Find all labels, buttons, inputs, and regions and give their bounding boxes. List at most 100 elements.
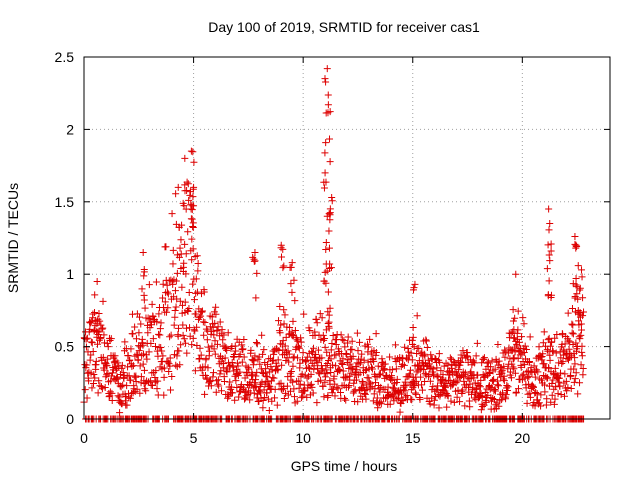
data-point bbox=[173, 251, 181, 259]
data-point bbox=[208, 313, 216, 321]
data-point bbox=[209, 323, 217, 331]
data-point bbox=[535, 343, 543, 351]
data-point bbox=[433, 364, 441, 372]
data-point bbox=[295, 377, 303, 385]
data-point bbox=[342, 396, 350, 404]
data-point bbox=[320, 184, 328, 192]
data-point bbox=[83, 394, 91, 402]
data-point bbox=[576, 335, 584, 343]
data-point bbox=[273, 362, 281, 370]
data-point bbox=[579, 294, 587, 302]
data-point bbox=[90, 371, 98, 379]
data-point bbox=[189, 185, 197, 193]
data-point bbox=[163, 281, 171, 289]
data-point bbox=[118, 361, 126, 369]
data-point bbox=[268, 357, 276, 365]
data-point bbox=[189, 334, 197, 342]
data-point bbox=[477, 406, 485, 414]
data-point bbox=[569, 280, 577, 288]
data-point bbox=[204, 343, 212, 351]
data-point bbox=[148, 321, 156, 329]
data-point bbox=[256, 389, 264, 397]
data-point bbox=[504, 383, 512, 391]
data-point bbox=[95, 377, 103, 385]
data-point bbox=[100, 331, 108, 339]
data-point bbox=[92, 357, 100, 365]
data-point bbox=[325, 311, 333, 319]
data-point bbox=[520, 320, 528, 328]
data-point bbox=[233, 359, 241, 367]
data-point bbox=[279, 245, 287, 253]
data-point bbox=[175, 347, 183, 355]
data-point bbox=[344, 339, 352, 347]
data-point bbox=[430, 396, 438, 404]
data-point bbox=[147, 339, 155, 347]
data-point bbox=[93, 333, 101, 341]
data-point bbox=[274, 366, 282, 374]
y-tick-labels: 0 0.5 1 1.5 2 2.5 bbox=[55, 49, 75, 427]
data-point bbox=[296, 380, 304, 388]
data-point bbox=[388, 366, 396, 374]
data-point bbox=[577, 320, 585, 328]
data-point bbox=[242, 392, 250, 400]
data-point bbox=[535, 399, 543, 407]
data-point bbox=[169, 246, 177, 254]
data-point bbox=[435, 350, 443, 358]
data-point bbox=[236, 368, 244, 376]
data-point bbox=[313, 319, 321, 327]
data-point bbox=[313, 399, 321, 407]
data-point bbox=[182, 324, 190, 332]
data-point bbox=[324, 392, 332, 400]
data-point bbox=[362, 366, 370, 374]
data-point bbox=[579, 312, 587, 320]
data-point bbox=[149, 335, 157, 343]
data-point bbox=[276, 302, 284, 310]
data-point bbox=[132, 377, 140, 385]
data-point bbox=[577, 361, 585, 369]
data-point bbox=[420, 350, 428, 358]
data-point bbox=[198, 307, 206, 315]
data-point bbox=[362, 381, 370, 389]
data-point bbox=[546, 257, 554, 265]
data-point bbox=[329, 332, 337, 340]
data-point bbox=[564, 384, 572, 392]
data-point bbox=[526, 358, 534, 366]
data-point bbox=[190, 158, 198, 166]
data-point bbox=[563, 387, 571, 395]
data-point bbox=[431, 387, 439, 395]
data-point bbox=[577, 326, 585, 334]
data-point bbox=[540, 328, 548, 336]
data-point bbox=[125, 394, 133, 402]
data-point bbox=[234, 372, 242, 380]
data-point bbox=[326, 158, 334, 166]
data-point bbox=[226, 378, 234, 386]
data-point bbox=[422, 336, 430, 344]
data-point bbox=[339, 355, 347, 363]
data-point bbox=[127, 376, 135, 384]
data-point bbox=[372, 330, 380, 338]
data-point bbox=[161, 298, 169, 306]
data-point bbox=[500, 377, 508, 385]
data-point bbox=[501, 346, 509, 354]
data-point bbox=[541, 388, 549, 396]
data-point bbox=[398, 390, 406, 398]
data-point bbox=[99, 324, 107, 332]
data-point bbox=[379, 366, 387, 374]
data-point bbox=[289, 317, 297, 325]
data-point bbox=[502, 395, 510, 403]
data-point bbox=[418, 386, 426, 394]
data-point bbox=[270, 350, 278, 358]
data-point bbox=[285, 350, 293, 358]
data-point bbox=[410, 343, 418, 351]
data-point bbox=[515, 338, 523, 346]
y-tick-label: 1.5 bbox=[55, 194, 75, 210]
data-point bbox=[543, 265, 551, 273]
data-point bbox=[498, 367, 506, 375]
data-point bbox=[339, 367, 347, 375]
data-point bbox=[357, 355, 365, 363]
data-point bbox=[575, 310, 583, 318]
x-tick-label: 20 bbox=[515, 430, 531, 446]
data-point bbox=[323, 370, 331, 378]
data-point bbox=[252, 294, 260, 302]
data-point bbox=[318, 314, 326, 322]
